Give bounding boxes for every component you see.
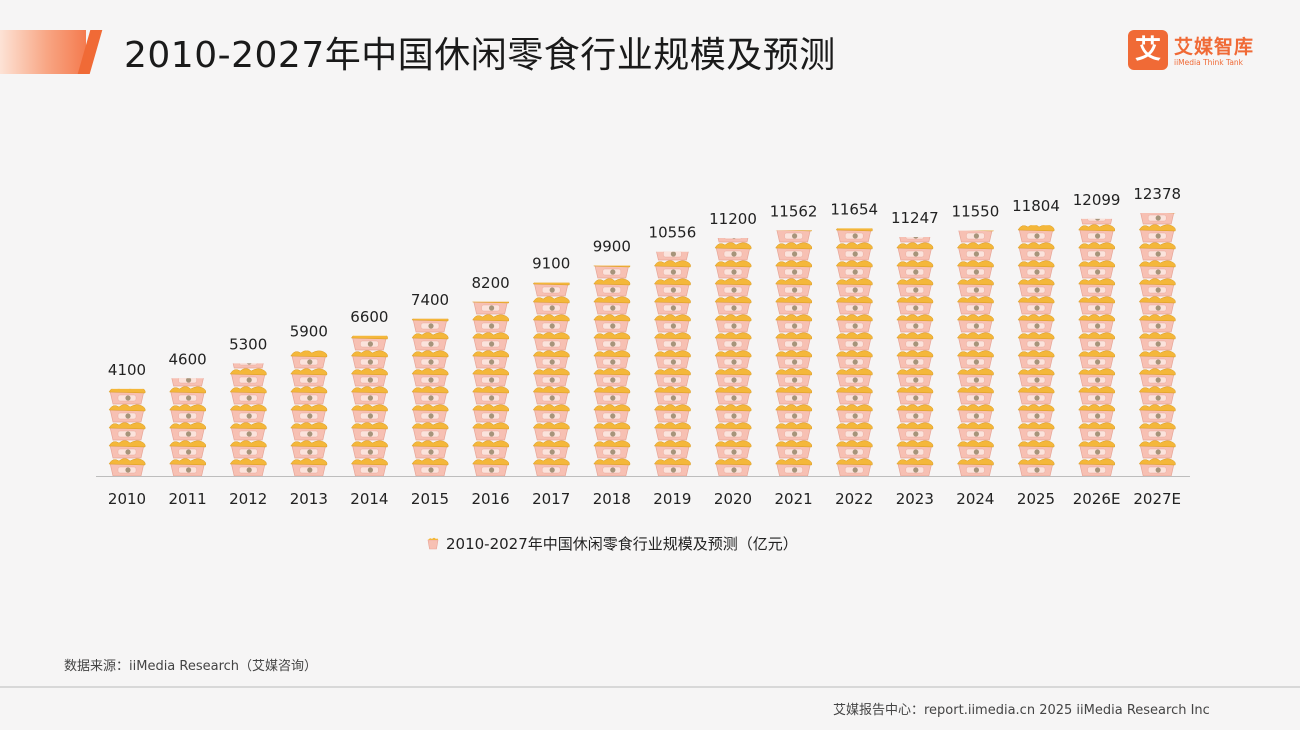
category-label-2022: 2022	[835, 490, 873, 508]
snack-market-chart: 4100 2010 4600 2011 5300 2012 5900 2013 6600 2014…	[96, 185, 1190, 508]
bar-2015	[411, 318, 449, 477]
value-label-2023: 11247	[891, 209, 939, 227]
category-label-2019: 2019	[653, 490, 691, 508]
category-label-2020: 2020	[714, 490, 752, 508]
value-label-2019: 10556	[649, 224, 697, 242]
bar-2019	[653, 251, 691, 476]
value-label-2016: 8200	[472, 274, 510, 292]
category-label-2023: 2023	[896, 490, 934, 508]
bar-2025	[1017, 225, 1055, 476]
value-label-2013: 5900	[290, 323, 328, 341]
value-label-2017: 9100	[532, 255, 570, 273]
bar-2026E	[1078, 218, 1116, 477]
bar-2012	[229, 363, 267, 476]
bar-2020	[714, 238, 752, 476]
category-label-2012: 2012	[229, 490, 267, 508]
category-label-2021: 2021	[775, 490, 813, 508]
bar-2027E	[1138, 213, 1176, 476]
bar-2014	[350, 335, 388, 476]
footer-divider	[0, 686, 1300, 688]
category-label-2011: 2011	[169, 490, 207, 508]
bar-2018	[593, 265, 631, 476]
category-label-2018: 2018	[593, 490, 631, 508]
value-label-2020: 11200	[709, 210, 757, 228]
bar-2023	[896, 237, 934, 476]
bar-2016	[472, 301, 510, 476]
legend-snack-bag-icon	[427, 537, 439, 550]
category-label-2014: 2014	[350, 490, 388, 508]
page-title: 2010-2027年中国休闲零食行业规模及预测	[124, 35, 836, 76]
value-label-2027E: 12378	[1133, 185, 1181, 203]
logo-name: 艾媒智库	[1174, 36, 1255, 58]
value-label-2010: 4100	[108, 361, 146, 379]
value-label-2021: 11562	[770, 202, 818, 220]
value-label-2015: 7400	[411, 291, 449, 309]
category-label-2016: 2016	[472, 490, 510, 508]
value-label-2024: 11550	[952, 203, 1000, 221]
footer-text: 艾媒报告中心：report.iimedia.cn 2025 iiMedia Re…	[833, 703, 1210, 718]
bar-2010	[108, 388, 146, 477]
value-label-2026E: 12099	[1073, 191, 1121, 209]
logo-mark-icon: 艾	[1128, 30, 1168, 70]
value-label-2025: 11804	[1012, 197, 1060, 215]
category-label-2026E: 2026E	[1073, 490, 1121, 508]
category-label-2017: 2017	[532, 490, 570, 508]
category-label-2015: 2015	[411, 490, 449, 508]
bar-2013	[290, 350, 328, 477]
legend-label: 2010-2027年中国休闲零食行业规模及预测（亿元）	[446, 535, 798, 553]
category-label-2025: 2025	[1017, 490, 1055, 508]
value-label-2012: 5300	[229, 335, 267, 353]
value-label-2022: 11654	[830, 200, 878, 218]
bar-2024	[956, 230, 994, 476]
bar-2011	[169, 378, 207, 477]
category-label-2024: 2024	[956, 490, 994, 508]
value-label-2011: 4600	[169, 350, 207, 368]
header-accent-bar	[0, 30, 86, 74]
category-label-2010: 2010	[108, 490, 146, 508]
bar-2021	[775, 230, 813, 476]
data-source: 数据来源：iiMedia Research（艾媒咨询）	[64, 659, 318, 674]
bar-2017	[532, 282, 570, 476]
value-label-2014: 6600	[350, 308, 388, 326]
bar-2022	[835, 228, 873, 476]
logo-subtitle: iiMedia Think Tank	[1174, 58, 1244, 67]
category-label-2027E: 2027E	[1133, 490, 1181, 508]
value-label-2018: 9900	[593, 238, 631, 256]
category-label-2013: 2013	[290, 490, 328, 508]
